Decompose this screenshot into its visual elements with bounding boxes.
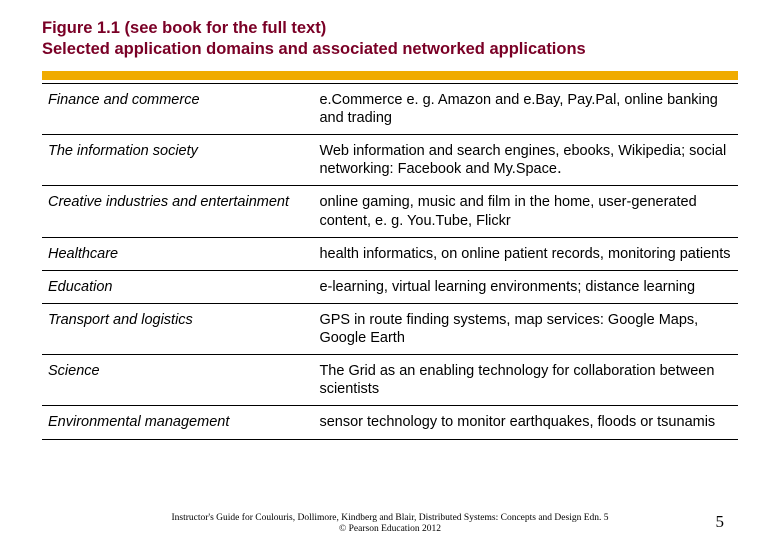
accent-bar xyxy=(42,71,738,80)
apps-cell: e.Commerce e. g. Amazon and e.Bay, Pay.P… xyxy=(313,83,738,134)
table-row: Finance and commerce e.Commerce e. g. Am… xyxy=(42,83,738,134)
domain-cell: Finance and commerce xyxy=(42,83,313,134)
domain-cell: Creative industries and entertainment xyxy=(42,186,313,237)
page-number: 5 xyxy=(716,512,725,532)
apps-cell: The Grid as an enabling technology for c… xyxy=(313,355,738,406)
apps-cell: online gaming, music and film in the hom… xyxy=(313,186,738,237)
table-row: Transport and logistics GPS in route fin… xyxy=(42,303,738,354)
table-row: Creative industries and entertainment on… xyxy=(42,186,738,237)
domain-cell: Science xyxy=(42,355,313,406)
domain-cell: Healthcare xyxy=(42,237,313,270)
table-row: The information society Web information … xyxy=(42,135,738,186)
footer-attribution: Instructor's Guide for Coulouris, Dollim… xyxy=(0,513,780,534)
domain-cell: Environmental management xyxy=(42,406,313,439)
table-row: Education e-learning, virtual learning e… xyxy=(42,270,738,303)
apps-cell: GPS in route finding systems, map servic… xyxy=(313,303,738,354)
apps-cell: sensor technology to monitor earthquakes… xyxy=(313,406,738,439)
table-row: Environmental management sensor technolo… xyxy=(42,406,738,439)
table-row: Science The Grid as an enabling technolo… xyxy=(42,355,738,406)
footer-line-2: © Pearson Education 2012 xyxy=(0,524,780,534)
apps-cell: Web information and search engines, eboo… xyxy=(313,135,738,186)
title-line-2: Selected application domains and associa… xyxy=(42,39,738,60)
footer-line-1: Instructor's Guide for Coulouris, Dollim… xyxy=(0,513,780,523)
domain-cell: The information society xyxy=(42,135,313,186)
table-row: Healthcare health informatics, on online… xyxy=(42,237,738,270)
slide-title: Figure 1.1 (see book for the full text) … xyxy=(42,18,738,61)
domains-table: Finance and commerce e.Commerce e. g. Am… xyxy=(42,83,738,440)
apps-cell: health informatics, on online patient re… xyxy=(313,237,738,270)
domain-cell: Transport and logistics xyxy=(42,303,313,354)
title-line-1: Figure 1.1 (see book for the full text) xyxy=(42,18,738,39)
apps-cell: e-learning, virtual learning environment… xyxy=(313,270,738,303)
domain-cell: Education xyxy=(42,270,313,303)
